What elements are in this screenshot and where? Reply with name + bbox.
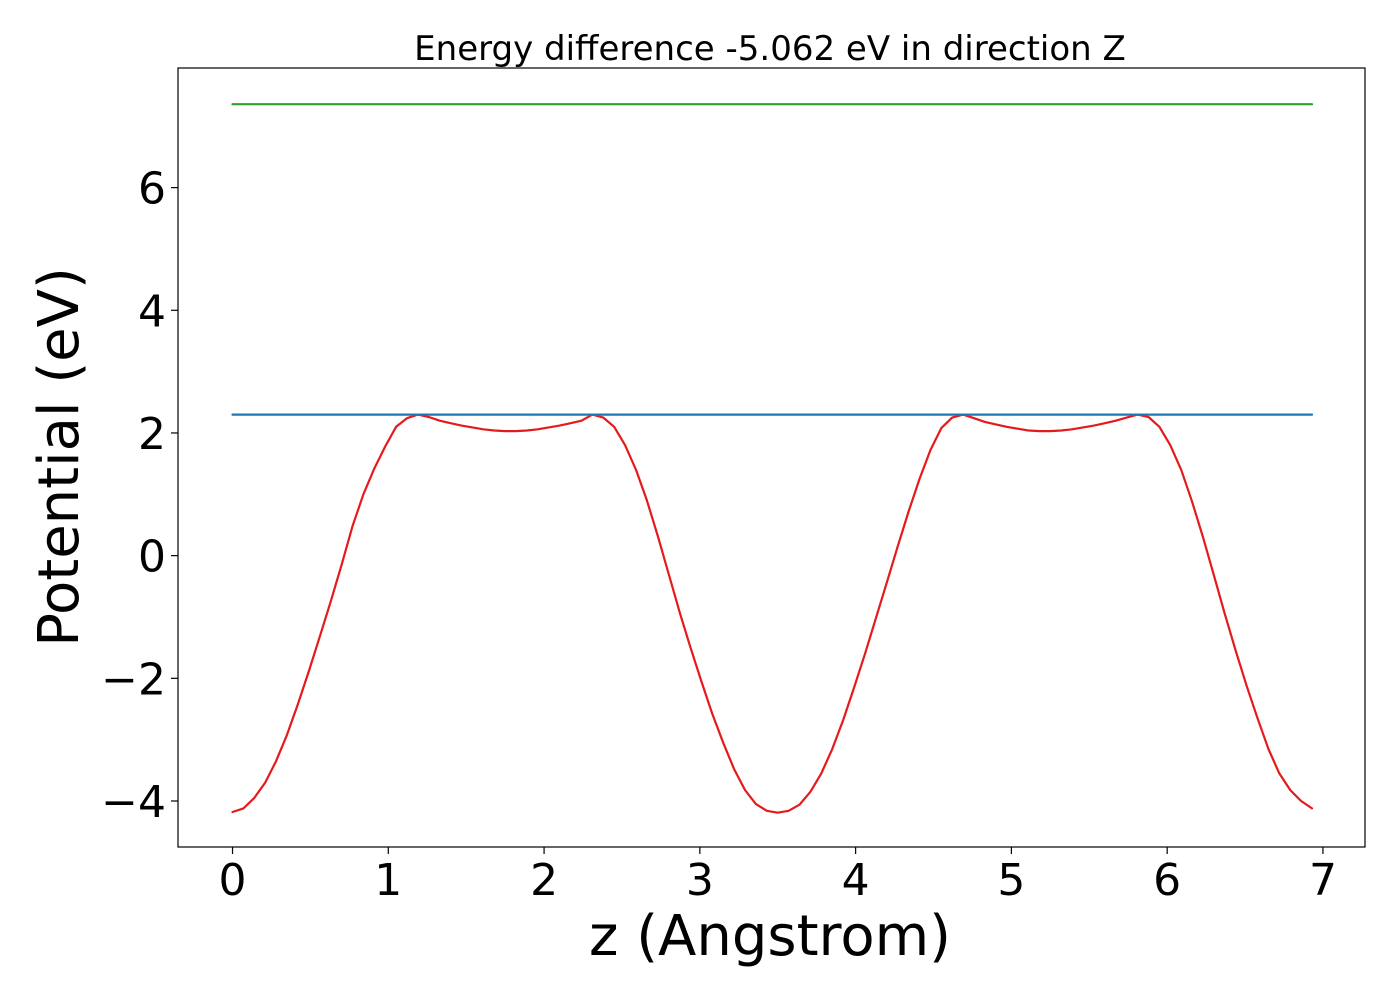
x-tick-label: 2 bbox=[530, 855, 558, 906]
x-tick-label: 4 bbox=[842, 855, 870, 906]
x-tick-label: 7 bbox=[1309, 855, 1337, 906]
plot-area-frame bbox=[177, 67, 1366, 848]
y-tick-label: 0 bbox=[138, 532, 166, 583]
y-tick-label: 2 bbox=[138, 409, 166, 460]
chart-title: Energy difference -5.062 eV in direction… bbox=[414, 29, 1126, 69]
x-tick-label: 0 bbox=[219, 855, 247, 906]
x-tick-label: 3 bbox=[686, 855, 714, 906]
x-tick-label: 5 bbox=[997, 855, 1025, 906]
series-layer bbox=[231, 103, 1314, 814]
x-axis-label: z (Angstrom) bbox=[589, 904, 951, 969]
x-tick-label: 6 bbox=[1153, 855, 1181, 906]
y-axis-ticks: −4 −2 0 2 4 6 bbox=[101, 164, 178, 828]
y-tick-label: −2 bbox=[101, 654, 166, 705]
y-tick-label: 6 bbox=[138, 164, 166, 215]
series-line-planar-averaged-potential bbox=[231, 413, 1314, 814]
x-axis-ticks: 0 1 2 3 4 5 6 7 bbox=[219, 847, 1337, 906]
y-tick-label: 4 bbox=[138, 286, 166, 337]
y-axis-label: Potential (eV) bbox=[27, 267, 92, 647]
y-tick-label: −4 bbox=[101, 777, 166, 828]
x-tick-label: 1 bbox=[374, 855, 402, 906]
